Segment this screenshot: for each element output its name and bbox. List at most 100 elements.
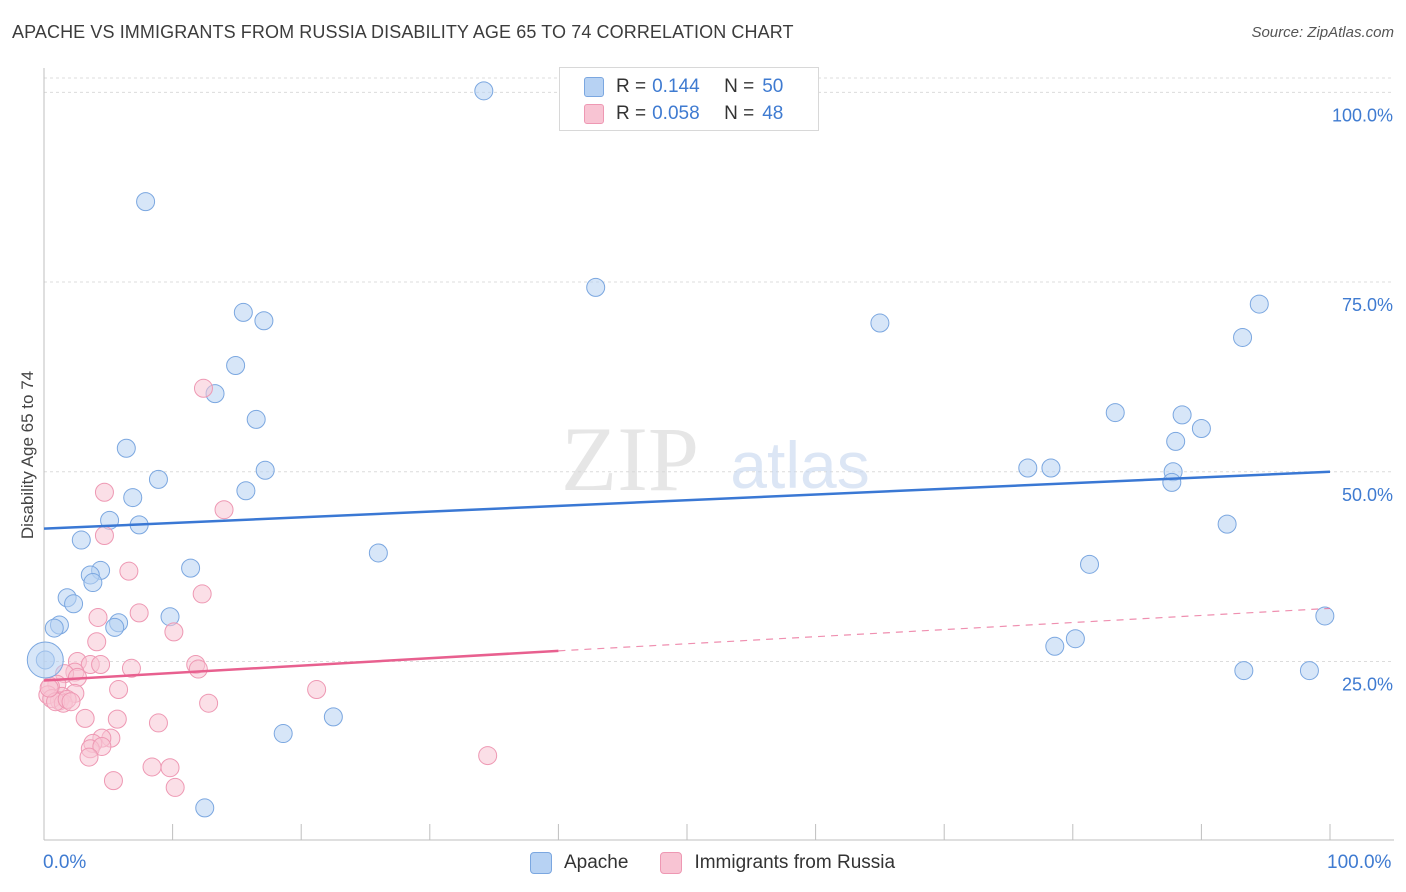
legend-swatch-apache [584,77,604,97]
apache-point [1166,431,1186,451]
chart-title: APACHE VS IMMIGRANTS FROM RUSSIA DISABIL… [12,22,794,42]
legend-r-label: R = [616,103,647,124]
apache-point [116,438,136,458]
legend-n-value: 50 [762,76,784,97]
russia-point [94,526,114,546]
russia-point [92,736,112,756]
russia-point [307,680,327,700]
axes [43,68,1394,841]
russia-point [107,709,127,729]
apache-point [1045,636,1065,656]
legend-n-value: 48 [762,103,784,124]
apache-point [226,356,246,376]
apache-point [181,558,201,578]
apache-point [1234,661,1254,681]
apache-point [323,707,343,727]
russia-point [121,658,141,678]
apache-point [870,313,890,333]
y-tick-label: 25.0% [1342,674,1393,694]
russia-point [91,655,111,675]
apache-trend-line [43,470,1331,530]
russia-point [148,713,168,733]
apache-point [195,798,215,818]
russia-point [103,771,123,791]
legend-item-apache[interactable]: Apache [530,852,628,874]
apache-point [236,481,256,501]
russia-point [75,708,95,728]
apache-point [1105,403,1125,423]
grid-lines [44,77,1394,662]
legend-r-label: R = [616,76,647,97]
apache-point [474,81,494,101]
correlation-legend: R = 0.144 N = 50 R = 0.058 N = 48 [559,67,819,131]
legend-label-russia: Immigrants from Russia [694,852,896,873]
russia-point [478,746,498,766]
y-tick-label: 50.0% [1342,485,1393,505]
legend-swatch-apache [530,852,552,874]
apache-point [1315,606,1335,626]
apache-point [1217,514,1237,534]
y-tick-label: 75.0% [1342,295,1393,315]
legend-item-russia[interactable]: Immigrants from Russia [660,852,895,874]
x-tick-label-max: 100.0% [1327,852,1392,873]
russia-point [165,777,185,797]
watermark: ZIP atlas [561,408,870,510]
apache-point [1041,458,1061,478]
series-legend: Apache Immigrants from Russia [530,852,927,874]
apache-point [148,469,168,489]
legend-label-apache: Apache [564,852,629,873]
russia-trend-line [43,649,559,682]
legend-n-label: N = [724,76,755,97]
legend-row-russia: R = 0.058 N = 48 [584,102,783,126]
y-tick-labels: 25.0% 50.0% 75.0% 100.0% [1332,105,1393,694]
russia-point [192,584,212,604]
apache-point [1018,458,1038,478]
source-credit: Source: ZipAtlas.com [1251,24,1394,41]
apache-point [1065,629,1085,649]
apache-point [1233,327,1253,347]
apache-point [246,409,266,429]
legend-n-label: N = [724,103,755,124]
legend-row-apache: R = 0.144 N = 50 [584,75,783,99]
apache-point [586,277,606,297]
russia-point [129,603,149,623]
apache-point [255,460,275,480]
apache-point [254,311,274,331]
apache-point [1191,419,1211,439]
russia-point [188,659,208,679]
y-axis-label: Disability Age 65 to 74 [18,370,37,540]
legend-swatch-russia [584,104,604,124]
y-tick-label: 100.0% [1332,105,1393,125]
apache-point [1299,661,1319,681]
russia-point [160,758,180,778]
apache-point [1249,294,1269,314]
russia-point [199,693,219,713]
russia-point [79,747,99,767]
russia-point [87,632,107,652]
russia-point [109,680,129,700]
apache-point [26,641,64,679]
russia-point [142,757,162,777]
apache-point [136,192,156,212]
apache-point [1162,472,1182,492]
apache-point [83,573,103,593]
watermark-atlas: atlas [730,428,869,502]
data-points [26,81,1335,818]
apache-point [368,543,388,563]
legend-r-value: 0.058 [652,103,700,124]
legend-r-value: 0.144 [652,76,700,97]
trend-lines [43,470,1331,682]
russia-point [61,692,81,712]
apache-point [64,594,84,614]
apache-point [123,488,143,508]
russia-point [88,607,108,627]
apache-point [273,724,293,744]
apache-point [105,617,125,637]
legend-swatch-russia [660,852,683,874]
apache-point [71,530,91,550]
russia-point [119,561,139,581]
apache-point [1080,554,1100,574]
russia-point [39,678,59,698]
x-tick-label-min: 0.0% [43,852,87,873]
